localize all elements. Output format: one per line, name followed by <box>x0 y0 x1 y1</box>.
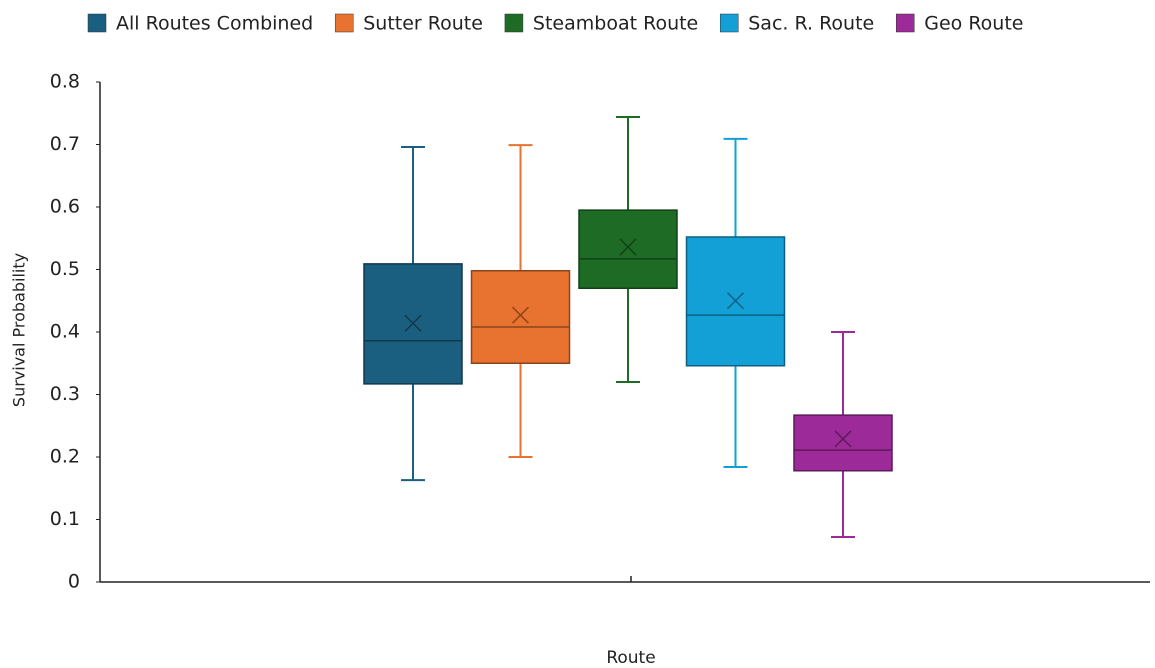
legend-swatch <box>334 13 354 33</box>
box <box>578 209 678 289</box>
mean-marker <box>726 292 745 310</box>
y-tick-label: 0.8 <box>50 71 80 93</box>
lower-whisker <box>723 365 748 468</box>
legend-swatch <box>896 13 915 33</box>
lower-whisker <box>831 470 855 538</box>
legend-swatch <box>504 13 524 33</box>
lower-whisker <box>616 288 640 383</box>
y-tick-label: 0.1 <box>50 508 80 530</box>
lower-whisker <box>401 383 425 482</box>
y-tick-label: 0.5 <box>50 258 80 280</box>
mean-marker <box>619 238 637 256</box>
y-tick-label: 0.6 <box>50 196 80 218</box>
mean-marker <box>834 430 852 448</box>
lower-whisker <box>508 363 533 458</box>
y-axis-label: Survival Probability <box>10 253 29 407</box>
mean-marker <box>511 306 530 324</box>
legend-label: Sac. R. Route <box>748 13 874 35</box>
upper-whisker <box>508 144 533 271</box>
box <box>793 414 893 472</box>
box <box>470 270 571 364</box>
mean-marker <box>404 314 422 332</box>
upper-whisker <box>401 146 425 264</box>
x-axis-label: Route <box>606 648 655 668</box>
upper-whisker <box>616 116 640 211</box>
y-tick-label: 0.3 <box>50 383 80 405</box>
legend-label: Sutter Route <box>363 13 483 35</box>
y-tick-label: 0.2 <box>50 446 80 468</box>
y-tick-label: 0.7 <box>50 133 80 155</box>
y-tick-label: 0.4 <box>50 321 80 343</box>
legend-label: Steamboat Route <box>533 13 698 35</box>
legend-swatch <box>87 13 107 33</box>
upper-whisker <box>723 137 748 237</box>
upper-whisker <box>831 331 855 416</box>
legend-label: All Routes Combined <box>116 13 313 35</box>
legend-swatch <box>720 13 739 33</box>
legend-label: Geo Route <box>924 13 1023 35</box>
y-tick-label: 0 <box>68 571 80 593</box>
